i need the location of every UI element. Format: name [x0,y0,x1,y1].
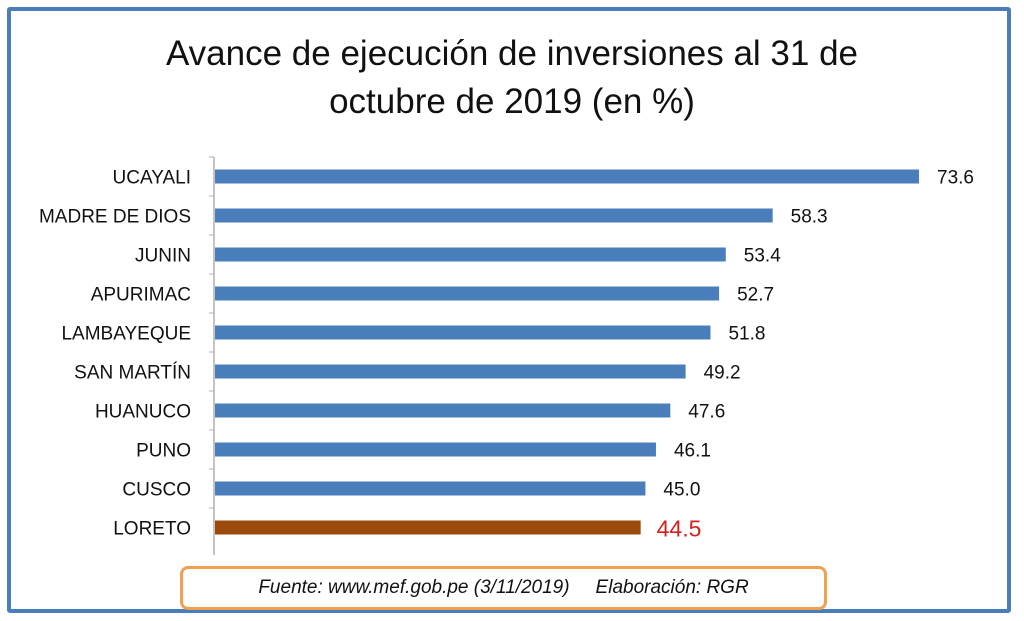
bar [215,247,726,262]
value-label: 46.1 [674,441,711,462]
chart-title: Avance de ejecución de inversiones al 31… [0,30,1024,126]
category-label: UCAYALI [113,168,192,189]
category-label: JUNIN [135,246,191,267]
category-label: APURIMAC [91,285,191,306]
bar [215,208,773,223]
category-label: CUSCO [122,480,191,501]
category-label: MADRE DE DIOS [39,207,191,228]
value-label: 58.3 [791,207,828,228]
value-label: 45.0 [663,480,700,501]
value-label: 52.7 [737,285,774,306]
category-label: HUANUCO [95,402,191,423]
value-label: 51.8 [728,324,765,345]
value-label: 49.2 [704,363,741,384]
bar [215,403,671,418]
bar [215,286,720,301]
source-text: Fuente: www.mef.gob.pe (3/11/2019) [258,577,570,598]
category-label: PUNO [136,441,191,462]
bar [215,325,711,340]
value-label: 47.6 [688,402,725,423]
value-label: 73.6 [937,168,974,189]
credit-text: Elaboración: RGR [595,577,749,598]
bar [215,481,646,496]
bar-highlight [215,520,641,535]
source-box: Fuente: www.mef.gob.pe (3/11/2019) Elabo… [180,566,827,610]
category-label: SAN MARTÍN [74,363,191,384]
category-label: LAMBAYEQUE [61,324,191,345]
bar [215,364,686,379]
bar [215,442,656,457]
bar [215,169,919,184]
value-label: 44.5 [657,516,702,542]
chart-title-line-1: Avance de ejecución de inversiones al 31… [165,34,859,73]
value-label: 53.4 [744,246,781,267]
chart-frame [7,7,1011,613]
chart-title-line-2: octubre de 2019 (en %) [329,82,695,121]
category-label: LORETO [113,519,191,540]
